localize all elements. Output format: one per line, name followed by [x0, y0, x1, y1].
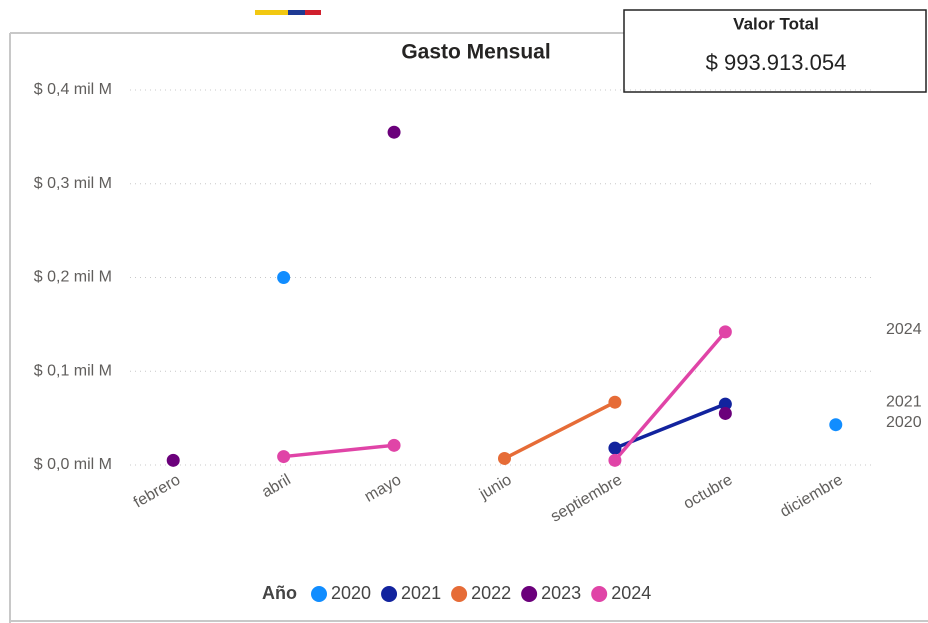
point	[387, 125, 401, 139]
series-line	[613, 330, 727, 462]
series-line	[503, 400, 616, 460]
decor-bar	[288, 10, 305, 15]
legend-title: Año	[262, 583, 297, 603]
legend-label: 2022	[471, 583, 511, 603]
legend-label: 2023	[541, 583, 581, 603]
card	[623, 9, 927, 93]
end-label: 2021	[886, 393, 922, 410]
legend-label: 2020	[331, 583, 371, 603]
y-tick-label: $ 0,2 mil M	[34, 269, 112, 286]
y-tick-label: $ 0,3 mil M	[34, 175, 112, 192]
point	[718, 397, 732, 411]
point	[718, 325, 732, 339]
point	[608, 453, 622, 467]
point	[387, 438, 401, 452]
legend-marker	[521, 586, 538, 602]
point	[829, 418, 843, 432]
x-tick-label: abril	[259, 471, 294, 501]
end-label: 2024	[886, 321, 922, 338]
decor-bar	[255, 10, 288, 15]
series-line	[283, 443, 395, 459]
x-tick-label: octubre	[681, 471, 736, 512]
end-label: 2020	[886, 414, 922, 431]
point	[498, 451, 511, 465]
legend-marker	[591, 586, 608, 602]
y-tick-label: $ 0,0 mil M	[34, 456, 112, 473]
x-tick-label: junio	[476, 471, 515, 503]
point	[277, 450, 291, 464]
x-tick-label: septiembre	[548, 471, 625, 525]
point	[608, 441, 622, 455]
y-tick-label: $ 0,4 mil M	[34, 81, 112, 98]
point	[608, 395, 622, 409]
x-tick-label: febrero	[131, 471, 183, 511]
card-value: $ 993.913.054	[706, 50, 847, 75]
card-title: Valor Total	[733, 14, 819, 33]
point	[166, 453, 180, 467]
legend-label: 2024	[611, 583, 651, 603]
point	[718, 406, 732, 420]
chart-title: Gasto Mensual	[401, 41, 550, 64]
legend-marker	[311, 586, 327, 602]
x-tick-label: mayo	[362, 471, 404, 505]
legend-marker	[381, 586, 398, 602]
legend-label: 2021	[401, 583, 441, 603]
x-tick-label: diciembre	[777, 471, 846, 520]
point	[277, 271, 291, 284]
decor-bar	[305, 10, 321, 15]
legend-marker	[451, 586, 468, 602]
y-tick-label: $ 0,1 mil M	[34, 362, 112, 379]
